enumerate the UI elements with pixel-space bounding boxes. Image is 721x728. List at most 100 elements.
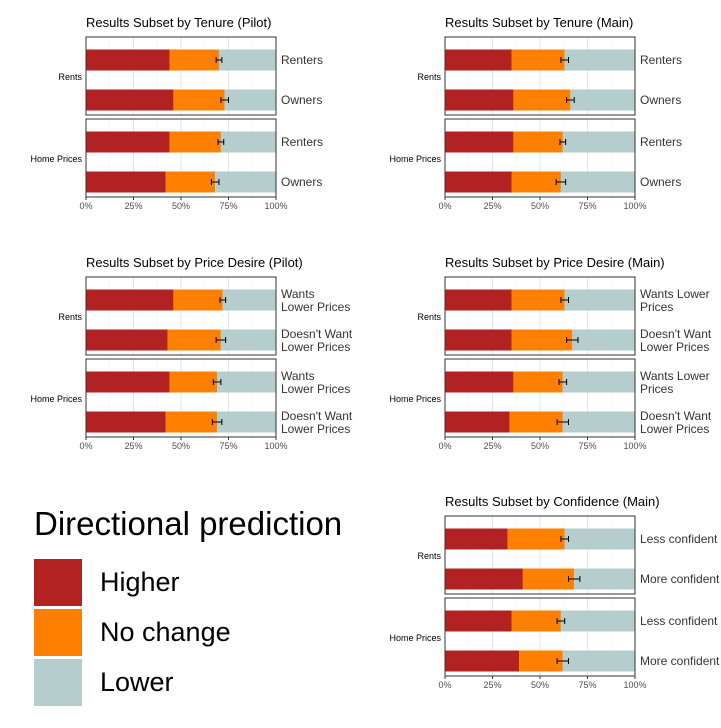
legend-swatch-no-change bbox=[34, 608, 82, 656]
panel-3-row-label: Doesn't Want bbox=[281, 327, 353, 341]
panel-1-facet-label: Rents bbox=[58, 72, 82, 82]
panel-3-facet-label: Home Prices bbox=[30, 394, 82, 404]
panel-2-bar-higher bbox=[445, 171, 512, 193]
legend-label-no-change: No change bbox=[100, 616, 231, 647]
panel-5-x-tick-label: 0% bbox=[438, 680, 451, 690]
panel-4-bar-higher bbox=[445, 329, 512, 351]
panel-2-x-tick-label: 100% bbox=[623, 201, 646, 211]
panel-5-facet-frame bbox=[444, 515, 636, 595]
panel-5-bar-higher bbox=[445, 610, 512, 632]
panel-4-x-tick-label: 0% bbox=[438, 441, 451, 451]
panel-2-bar-higher bbox=[445, 49, 512, 71]
panel-3-bar-lower bbox=[217, 371, 276, 393]
panel-3-x-tick-label: 0% bbox=[79, 441, 92, 451]
panel-5-bar-lower bbox=[562, 650, 635, 672]
panel-5-bar-no-change bbox=[507, 528, 565, 550]
panel-2-bar-higher bbox=[445, 131, 514, 153]
panel-4-facet-label: Home Prices bbox=[389, 394, 441, 404]
panel-5-bar-no-change bbox=[522, 568, 575, 590]
panel-1-row-label: Owners bbox=[281, 93, 322, 107]
panel-5-facet-label: Rents bbox=[417, 551, 441, 561]
panel-3-bar-lower bbox=[220, 329, 276, 351]
panel-3-bar-no-change bbox=[167, 329, 221, 351]
panel-1-row-label: Renters bbox=[281, 135, 323, 149]
panel-5-x-tick-label: 25% bbox=[483, 680, 501, 690]
panel-4-row-label: Wants Lower bbox=[640, 287, 710, 301]
panel-3-row-label: Doesn't Want bbox=[281, 409, 353, 423]
panel-1-bar-no-change bbox=[173, 89, 225, 111]
panel-5-bar-higher bbox=[445, 650, 520, 672]
panel-2-facet-label: Rents bbox=[417, 72, 441, 82]
panel-3-x-tick-label: 100% bbox=[264, 441, 287, 451]
panel-4-row-label: Lower Prices bbox=[640, 340, 709, 354]
panel-1-x-tick-label: 75% bbox=[219, 201, 237, 211]
panel-1-row-label: Renters bbox=[281, 53, 323, 67]
legend-swatch-higher bbox=[34, 558, 82, 606]
panel-5-facet-label: Home Prices bbox=[389, 633, 441, 643]
panel-1-facet-frame bbox=[85, 36, 277, 116]
panel-4-bar-no-change bbox=[511, 329, 573, 351]
legend-swatch-lower bbox=[34, 658, 82, 706]
panel-1-x-tick-label: 0% bbox=[79, 201, 92, 211]
panel-1-bar-no-change bbox=[165, 171, 216, 193]
panel-2-row-label: Owners bbox=[640, 93, 681, 107]
panel-5-bar-no-change bbox=[511, 610, 561, 632]
panel-3-facet-frame bbox=[85, 276, 277, 356]
panel-5-row-label: Less confident bbox=[640, 532, 718, 546]
panel-2-bar-higher bbox=[445, 89, 514, 111]
panel-2-row-label: Owners bbox=[640, 175, 681, 189]
panel-4-bar-no-change bbox=[509, 411, 563, 433]
panel-3-row-label: Lower Prices bbox=[281, 340, 350, 354]
panel-1-x-tick-label: 100% bbox=[264, 201, 287, 211]
panel-2-x-tick-label: 25% bbox=[483, 201, 501, 211]
panel-4-row-label: Lower Prices bbox=[640, 422, 709, 436]
panel-1-bar-higher bbox=[86, 89, 174, 111]
panel-3-facet-label: Rents bbox=[58, 312, 82, 322]
panel-5-bar-higher bbox=[445, 528, 508, 550]
panel-1-facet-label: Home Prices bbox=[30, 154, 82, 164]
panel-5-x-tick-label: 50% bbox=[531, 680, 549, 690]
panel-5-x-tick-label: 75% bbox=[578, 680, 596, 690]
panel-4-facet-label: Rents bbox=[417, 312, 441, 322]
legend-item-no-change: No change bbox=[34, 607, 374, 657]
panel-5-bar-higher bbox=[445, 568, 523, 590]
panel-3-bar-higher bbox=[86, 371, 170, 393]
panel-5-bar-lower bbox=[560, 610, 635, 632]
panel-3-bar-higher bbox=[86, 411, 166, 433]
panel-4-bar-lower bbox=[564, 289, 635, 311]
panel-2-bar-no-change bbox=[513, 89, 571, 111]
panel-5-title: Results Subset by Confidence (Main) bbox=[445, 494, 660, 509]
panel-4-bar-higher bbox=[445, 371, 514, 393]
panel-3-row-label: Lower Prices bbox=[281, 422, 350, 436]
panel-2-x-tick-label: 0% bbox=[438, 201, 451, 211]
panel-3-bar-lower bbox=[222, 289, 276, 311]
panel-2-bar-lower bbox=[560, 171, 635, 193]
panel-2-facet-label: Home Prices bbox=[389, 154, 441, 164]
panel-1-bar-lower bbox=[220, 131, 276, 153]
panel-2-bar-no-change bbox=[511, 49, 565, 71]
panel-4-row-label: Doesn't Want bbox=[640, 409, 712, 423]
panel-3-bar-higher bbox=[86, 289, 174, 311]
panel-4-row-label: Wants Lower bbox=[640, 369, 710, 383]
legend: Directional prediction Higher No change … bbox=[34, 505, 374, 707]
panel-2-x-tick-label: 75% bbox=[578, 201, 596, 211]
panel-1-bar-no-change bbox=[169, 131, 221, 153]
panel-2-bar-no-change bbox=[511, 171, 561, 193]
panel-1-bar-lower bbox=[219, 49, 276, 71]
panel-2-x-tick-label: 50% bbox=[531, 201, 549, 211]
panel-1-bar-lower bbox=[224, 89, 276, 111]
panel-1-bar-higher bbox=[86, 49, 170, 71]
panel-2-bar-lower bbox=[564, 49, 635, 71]
panel-3-row-label: Wants bbox=[281, 369, 315, 383]
panel-5-bar-no-change bbox=[519, 650, 563, 672]
panel-1-bar-no-change bbox=[169, 49, 219, 71]
panel-4-x-tick-label: 50% bbox=[531, 441, 549, 451]
panel-1-row-label: Owners bbox=[281, 175, 322, 189]
panel-3-bar-no-change bbox=[169, 371, 218, 393]
panel-4-title: Results Subset by Price Desire (Main) bbox=[445, 255, 665, 270]
panel-4-facet-frame bbox=[444, 276, 636, 356]
panel-5-row-label: More confident bbox=[640, 654, 720, 668]
panel-3-x-tick-label: 25% bbox=[124, 441, 142, 451]
panel-4-row-label: Doesn't Want bbox=[640, 327, 712, 341]
